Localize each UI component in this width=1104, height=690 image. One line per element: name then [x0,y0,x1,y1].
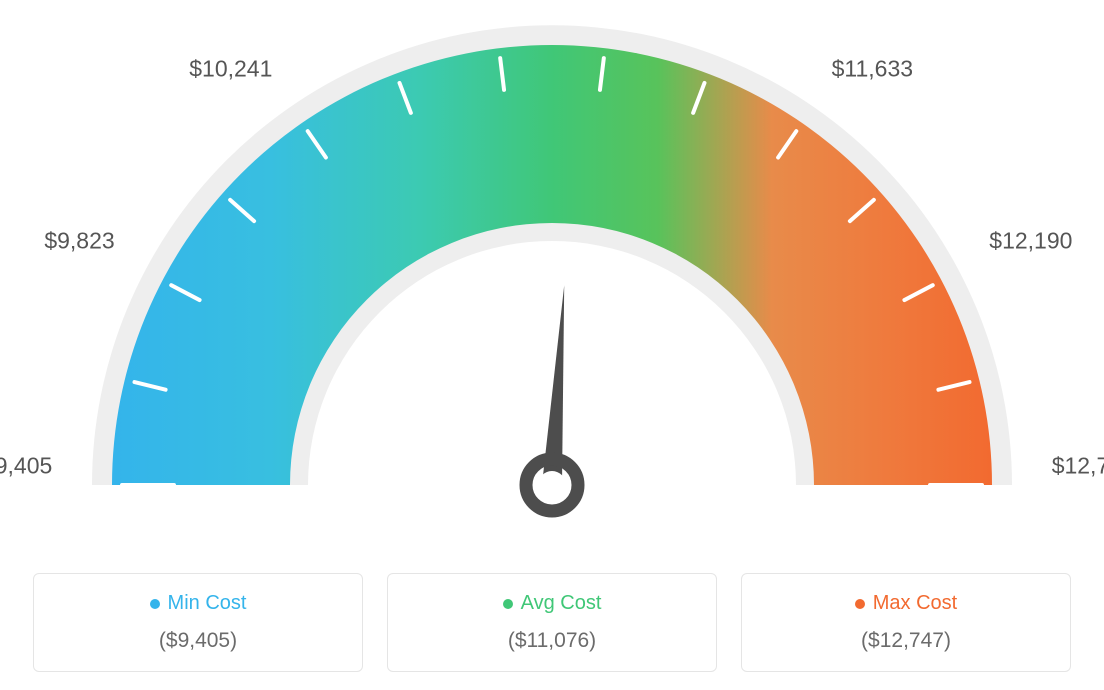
svg-text:$12,190: $12,190 [989,228,1072,254]
legend-card-avg: Avg Cost ($11,076) [387,573,717,672]
gauge-area: $9,405$9,823$10,241$11,076$11,633$12,190… [0,0,1104,540]
legend-value-max: ($12,747) [752,629,1060,653]
legend-title-avg-text: Avg Cost [521,592,602,615]
legend-title-avg: Avg Cost [503,592,602,615]
gauge-svg: $9,405$9,823$10,241$11,076$11,633$12,190… [0,0,1104,540]
legend-title-max-text: Max Cost [873,592,957,615]
legend-card-max: Max Cost ($12,747) [741,573,1071,672]
cost-gauge-chart: $9,405$9,823$10,241$11,076$11,633$12,190… [0,0,1104,690]
legend-dot-max [855,599,865,609]
legend-row: Min Cost ($9,405) Avg Cost ($11,076) Max… [0,573,1104,672]
legend-title-min-text: Min Cost [168,592,247,615]
legend-dot-min [150,599,160,609]
svg-text:$9,823: $9,823 [44,228,114,254]
legend-value-avg: ($11,076) [398,629,706,653]
svg-text:$11,633: $11,633 [832,56,913,82]
legend-card-min: Min Cost ($9,405) [33,573,363,672]
svg-text:$10,241: $10,241 [189,56,272,82]
svg-text:$12,747: $12,747 [1052,453,1104,479]
svg-text:$9,405: $9,405 [0,453,52,479]
legend-dot-avg [503,599,513,609]
legend-title-max: Max Cost [855,592,957,615]
legend-title-min: Min Cost [150,592,247,615]
legend-value-min: ($9,405) [44,629,352,653]
